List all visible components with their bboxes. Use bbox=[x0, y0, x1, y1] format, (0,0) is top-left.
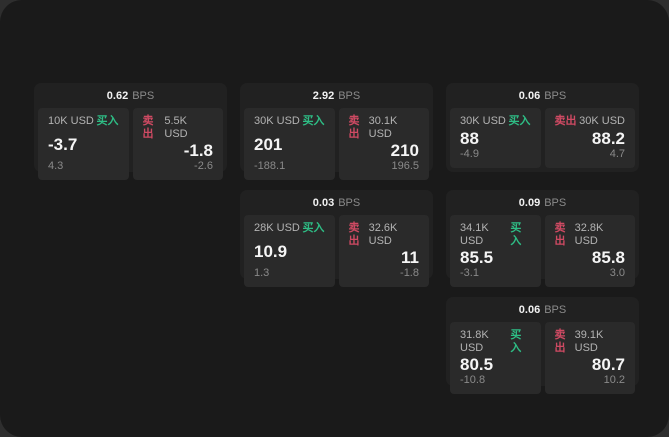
sell-amount: 32.8K USD bbox=[574, 222, 604, 247]
spread-header: 2.92 BPS bbox=[240, 83, 433, 108]
sell-delta: 196.5 bbox=[391, 160, 419, 172]
buy-delta: -10.8 bbox=[460, 374, 486, 386]
buy-button[interactable]: 买入 bbox=[302, 115, 325, 127]
buy-delta: -188.1 bbox=[254, 160, 286, 172]
buy-amount: 10K USD bbox=[48, 115, 94, 127]
buy-price: 88 bbox=[460, 128, 479, 148]
buy-panel[interactable]: 30K USD 买入 201 -188.1 bbox=[244, 108, 335, 180]
sell-button[interactable]: 卖出 bbox=[554, 222, 566, 247]
spread-value: 2.92 bbox=[312, 89, 335, 102]
buy-delta: 1.3 bbox=[254, 267, 270, 279]
spread-header: 0.06 BPS bbox=[446, 83, 639, 108]
sell-button[interactable]: 卖出 bbox=[348, 115, 360, 140]
buy-price: 80.5 bbox=[460, 355, 494, 374]
quote-panels: 30K USD 买入 88 -4.9 卖出 30K USD 88.2 4.7 bbox=[446, 108, 639, 172]
sell-price: -1.8 bbox=[183, 141, 213, 160]
quote-panels: 28K USD 买入 10.9 1.3 卖出 32.6K USD 11 -1.8 bbox=[240, 215, 433, 291]
sell-panel[interactable]: 卖出 32.8K USD 85.8 3.0 bbox=[544, 215, 635, 287]
sell-panel[interactable]: 卖出 5.5K USD -1.8 -2.6 bbox=[132, 108, 223, 180]
sell-amount: 39.1K USD bbox=[574, 329, 604, 354]
sell-panel[interactable]: 卖出 39.1K USD 80.7 10.2 bbox=[544, 322, 635, 394]
quote-panels: 30K USD 买入 201 -188.1 卖出 30.1K USD 210 1… bbox=[240, 108, 433, 184]
sell-panel[interactable]: 卖出 32.6K USD 11 -1.8 bbox=[338, 215, 429, 287]
buy-button[interactable]: 买入 bbox=[510, 222, 522, 247]
spread-unit: BPS bbox=[338, 89, 361, 102]
sell-delta: 10.2 bbox=[603, 374, 625, 386]
spread-value: 0.09 bbox=[518, 196, 541, 209]
buy-amount: 31.8K USD bbox=[460, 329, 489, 354]
spread-value: 0.03 bbox=[312, 196, 335, 209]
quote-card: 0.06 BPS 30K USD 买入 88 -4.9 卖出 30K USD 8… bbox=[446, 83, 639, 172]
spread-header: 0.62 BPS bbox=[34, 83, 227, 108]
spread-unit: BPS bbox=[132, 89, 155, 102]
sell-button[interactable]: 卖出 bbox=[348, 222, 360, 247]
sell-price: 80.7 bbox=[591, 355, 625, 374]
quote-panels: 34.1K USD 买入 85.5 -3.1 卖出 32.8K USD 85.8… bbox=[446, 215, 639, 291]
spread-unit: BPS bbox=[544, 89, 567, 102]
buy-amount: 30K USD bbox=[254, 115, 300, 127]
buy-price: -3.7 bbox=[48, 134, 78, 154]
spread-value: 0.06 bbox=[518, 303, 541, 316]
buy-amount: 30K USD bbox=[460, 115, 506, 127]
quotes-board: 0.62 BPS 10K USD 买入 -3.7 4.3 卖出 5.5K USD… bbox=[34, 83, 639, 394]
quote-card: 0.62 BPS 10K USD 买入 -3.7 4.3 卖出 5.5K USD… bbox=[34, 83, 227, 180]
buy-panel[interactable]: 30K USD 买入 88 -4.9 bbox=[450, 108, 541, 168]
buy-button[interactable]: 买入 bbox=[510, 329, 522, 354]
sell-price: 88.2 bbox=[591, 128, 625, 148]
spread-unit: BPS bbox=[544, 196, 567, 209]
quote-card: 2.92 BPS 30K USD 买入 201 -188.1 卖出 30.1K … bbox=[240, 83, 433, 180]
sell-button[interactable]: 卖出 bbox=[142, 115, 154, 140]
sell-panel[interactable]: 卖出 30.1K USD 210 196.5 bbox=[338, 108, 429, 180]
spread-header: 0.03 BPS bbox=[240, 190, 433, 215]
sell-price: 210 bbox=[390, 141, 419, 160]
buy-panel[interactable]: 28K USD 买入 10.9 1.3 bbox=[244, 215, 335, 287]
buy-price: 85.5 bbox=[460, 248, 494, 267]
buy-delta: 4.3 bbox=[48, 160, 64, 172]
buy-panel[interactable]: 31.8K USD 买入 80.5 -10.8 bbox=[450, 322, 541, 394]
sell-price: 85.8 bbox=[591, 248, 625, 267]
spread-header: 0.06 BPS bbox=[446, 297, 639, 322]
quote-card: 0.09 BPS 34.1K USD 买入 85.5 -3.1 卖出 32.8K… bbox=[446, 190, 639, 287]
sell-delta: 3.0 bbox=[609, 267, 625, 279]
buy-panel[interactable]: 10K USD 买入 -3.7 4.3 bbox=[38, 108, 129, 180]
buy-panel[interactable]: 34.1K USD 买入 85.5 -3.1 bbox=[450, 215, 541, 287]
spread-unit: BPS bbox=[338, 196, 361, 209]
sell-delta: 4.7 bbox=[609, 148, 625, 160]
sell-button[interactable]: 卖出 bbox=[554, 115, 577, 127]
sell-panel[interactable]: 卖出 30K USD 88.2 4.7 bbox=[544, 108, 635, 168]
sell-button[interactable]: 卖出 bbox=[554, 329, 566, 354]
quote-panels: 10K USD 买入 -3.7 4.3 卖出 5.5K USD -1.8 -2.… bbox=[34, 108, 227, 184]
sell-amount: 30.1K USD bbox=[368, 115, 398, 140]
buy-price: 201 bbox=[254, 134, 283, 154]
buy-price: 10.9 bbox=[254, 241, 288, 261]
spread-unit: BPS bbox=[544, 303, 567, 316]
buy-amount: 28K USD bbox=[254, 222, 300, 234]
spread-value: 0.62 bbox=[106, 89, 129, 102]
buy-button[interactable]: 买入 bbox=[302, 222, 325, 234]
sell-delta: -1.8 bbox=[400, 267, 419, 279]
sell-delta: -2.6 bbox=[194, 160, 213, 172]
spread-value: 0.06 bbox=[518, 89, 541, 102]
sell-amount: 30K USD bbox=[579, 115, 625, 127]
spread-header: 0.09 BPS bbox=[446, 190, 639, 215]
sell-amount: 32.6K USD bbox=[368, 222, 398, 247]
quote-card: 0.06 BPS 31.8K USD 买入 80.5 -10.8 卖出 39.1… bbox=[446, 297, 639, 394]
sell-price: 11 bbox=[401, 248, 419, 267]
buy-button[interactable]: 买入 bbox=[96, 115, 119, 127]
buy-amount: 34.1K USD bbox=[460, 222, 489, 247]
sell-amount: 5.5K USD bbox=[164, 115, 188, 140]
buy-button[interactable]: 买入 bbox=[508, 115, 531, 127]
buy-delta: -4.9 bbox=[460, 148, 479, 160]
quote-panels: 31.8K USD 买入 80.5 -10.8 卖出 39.1K USD 80.… bbox=[446, 322, 639, 398]
quote-card: 0.03 BPS 28K USD 买入 10.9 1.3 卖出 32.6K US… bbox=[240, 190, 433, 287]
buy-delta: -3.1 bbox=[460, 267, 479, 279]
